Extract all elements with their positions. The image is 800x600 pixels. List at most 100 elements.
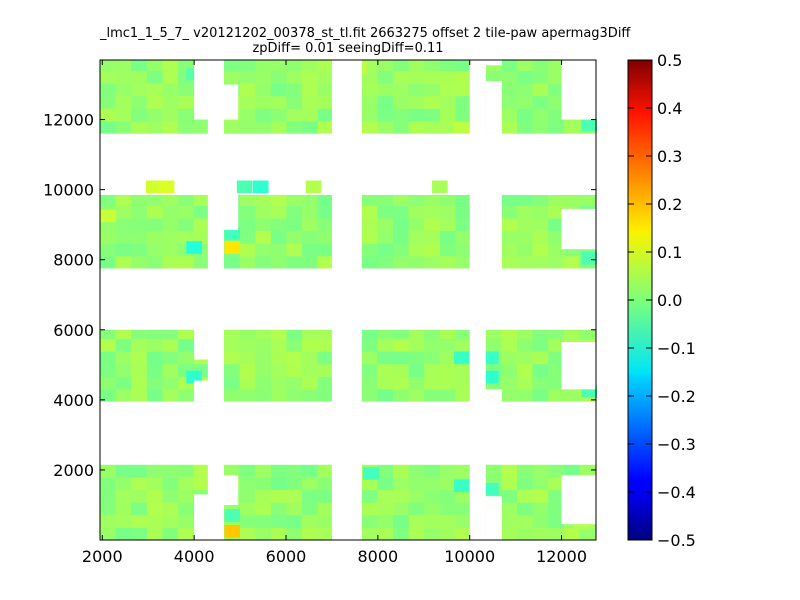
heatmap-cell [408,60,425,72]
heatmap-cell [286,514,303,528]
heatmap-cell [454,479,470,492]
heatmap-cell [270,527,287,541]
blank-region [561,342,596,390]
heatmap-cell [361,527,378,541]
heatmap-cell [548,83,565,97]
heatmap-cell [317,70,333,84]
heatmap-cell [424,527,441,541]
heatmap-cell [255,351,272,365]
heatmap-cell [408,329,425,340]
heatmap-cell [517,120,534,135]
heatmap-cell [377,230,394,244]
heatmap-cell [424,514,441,528]
heatmap-cell [239,329,256,340]
heatmap-cell [115,476,132,491]
y-axis: 2000 4000 6000 8000 10000 12000 [43,111,596,480]
heatmap-cell [178,351,195,365]
heatmap-cell [115,489,132,503]
heatmap-cell [424,363,441,377]
heatmap-cell [563,255,580,269]
heatmap-cell [162,205,179,219]
heatmap-cell [252,180,269,194]
heatmap-cell [393,60,410,72]
heatmap-cell [162,502,179,516]
heatmap-cell [162,527,179,541]
heatmap-cell [115,83,132,97]
heatmap-cell [255,514,272,528]
heatmap-cell [532,230,549,244]
x-tick-label: 6000 [266,547,307,566]
heatmap-cell [100,120,117,135]
heatmap-cell [178,205,195,219]
heatmap-cell [162,388,179,403]
heatmap-cell [236,180,253,194]
heatmap-cell [455,527,471,541]
heatmap-cell [178,120,195,135]
heatmap-cell [548,514,565,528]
heatmap-cell [579,329,596,340]
heatmap-cell [115,205,132,219]
heatmap-cell [239,388,256,403]
heatmap-blank-regions [100,60,596,540]
heatmap-cell [270,338,287,352]
heatmap-cell [377,388,394,403]
colorbar-ticks: 0.5 0.4 0.3 0.2 0.1 0.0 −0.1 −0.2 −0.3 −0.4 −0.5 [628,51,696,550]
blank-region [224,84,239,120]
heatmap-cell [455,489,471,503]
heatmap-cell [255,120,272,135]
heatmap-cell [270,476,287,491]
heatmap-cell [408,95,425,109]
heatmap-cell [100,388,117,403]
heatmap-cell [286,351,303,365]
heatmap-cell [424,376,441,390]
x-axis: 2000 4000 6000 8000 10000 12000 [82,60,587,566]
colorbar-tick-label: 0.4 [657,99,682,118]
heatmap-cell [224,338,241,352]
heatmap-cell [146,70,163,84]
heatmap-cell [193,120,209,135]
heatmap-cell [532,205,549,219]
heatmap-cell [146,205,163,219]
heatmap-cell [532,514,549,528]
heatmap-cell [270,83,287,97]
heatmap-cell [178,95,195,109]
heatmap-cell [483,351,499,365]
heatmap-cell [317,218,333,232]
heatmap-cell [162,83,179,97]
blank-region [485,81,502,134]
heatmap-cell [501,502,518,516]
heatmap-cell [270,230,287,244]
heatmap-cell [100,527,117,541]
heatmap-cell [224,464,241,478]
heatmap-cell [563,194,580,206]
heatmap-cell [501,205,518,219]
heatmap-cell [408,194,425,206]
heatmap-cell [115,514,132,528]
heatmap-cell [178,60,195,72]
heatmap-cell [439,476,456,491]
heatmap-cell [501,527,518,541]
heatmap-cell [532,329,549,340]
heatmap-cell [532,70,549,84]
heatmap-cell [270,388,287,403]
heatmap-cell [270,60,287,72]
y-tick-label: 12000 [43,111,94,130]
heatmap-cell [548,388,565,403]
heatmap-cell [532,502,549,516]
heatmap-cell [115,230,132,244]
heatmap-cell [424,194,441,206]
heatmap-cell [146,489,163,503]
heatmap-cell [393,464,410,478]
heatmap-cell [439,218,456,232]
heatmap-cell [548,376,565,390]
heatmap-cell [146,83,163,97]
heatmap-cell [317,205,333,219]
heatmap-cell [115,329,132,340]
heatmap-cell [439,243,456,257]
heatmap-cell [286,218,303,232]
heatmap-cell [408,351,425,365]
heatmap-cell [239,464,256,478]
heatmap-cell [302,95,319,109]
heatmap-cell [239,70,256,84]
heatmap-cell [485,464,502,478]
